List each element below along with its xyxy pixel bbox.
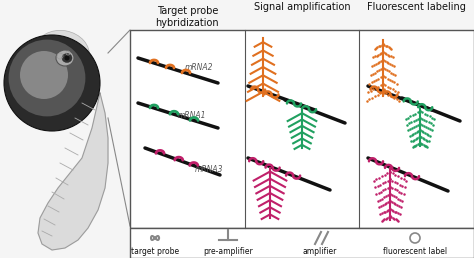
Text: fluorescent label: fluorescent label [383,246,447,255]
Text: target probe: target probe [131,246,179,255]
FancyBboxPatch shape [130,228,474,258]
Text: amplifier: amplifier [303,246,337,255]
Text: mRNA3: mRNA3 [195,165,224,174]
Ellipse shape [20,51,68,99]
Text: Target probe
hybridization: Target probe hybridization [155,6,219,28]
Ellipse shape [35,30,90,76]
Text: pre-amplifier: pre-amplifier [203,246,253,255]
Ellipse shape [62,53,72,62]
Polygon shape [38,93,108,250]
FancyBboxPatch shape [130,30,474,228]
Ellipse shape [4,35,100,131]
Text: mRNA2: mRNA2 [185,63,213,72]
Ellipse shape [64,55,70,60]
Ellipse shape [9,39,85,116]
Text: Fluorescent labeling: Fluorescent labeling [367,2,466,12]
Ellipse shape [56,50,74,66]
Text: mRNA1: mRNA1 [178,111,207,120]
Text: Signal amplification: Signal amplification [254,2,350,12]
